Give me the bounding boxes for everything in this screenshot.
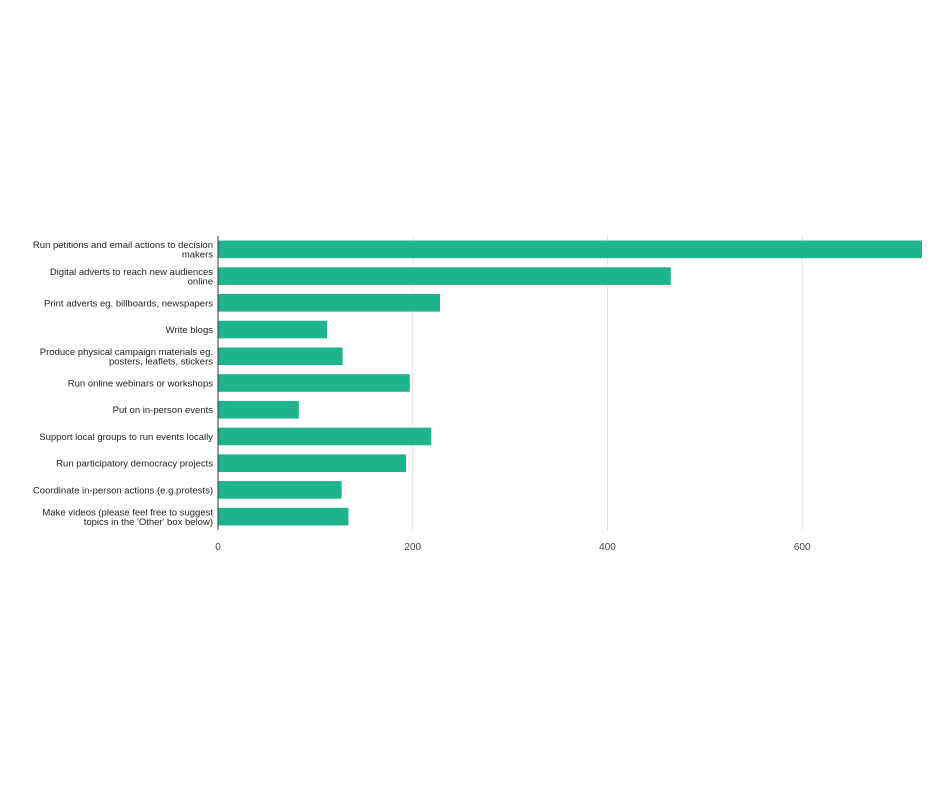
bars bbox=[218, 240, 922, 526]
category-labels: Run petitions and email actions to decis… bbox=[33, 240, 213, 528]
category-label: Run participatory democracy projects bbox=[56, 459, 213, 470]
category-label: Make videos (please feel free to suggest… bbox=[42, 507, 213, 528]
category-label: Print adverts eg. billboards, newspapers bbox=[44, 298, 213, 309]
category-label: Produce physical campaign materials eg. p… bbox=[40, 347, 213, 368]
category-label: Run online webinars or workshops bbox=[68, 379, 213, 390]
bar bbox=[218, 427, 432, 446]
category-label: Support local groups to run events local… bbox=[39, 432, 213, 443]
bar bbox=[218, 481, 342, 499]
bar bbox=[218, 320, 328, 339]
bar bbox=[218, 293, 441, 312]
bar bbox=[218, 347, 343, 366]
gridlines bbox=[412, 236, 803, 530]
category-label: Put on in-person events bbox=[113, 405, 214, 416]
x-tick-label: 400 bbox=[599, 542, 616, 553]
tick-labels: 0 200 400 600 bbox=[215, 542, 811, 553]
bar bbox=[218, 267, 671, 285]
x-tick-label: 0 bbox=[215, 542, 221, 553]
bar bbox=[218, 374, 410, 392]
bar bbox=[218, 454, 406, 473]
x-tick-label: 200 bbox=[404, 542, 421, 553]
bar bbox=[218, 400, 299, 419]
category-label: Digital adverts to reach new audiences on… bbox=[50, 267, 213, 288]
category-label: Run petitions and email actions to decis… bbox=[33, 240, 213, 261]
category-label: Coordinate in-person actions (e.g.protes… bbox=[33, 485, 213, 496]
x-tick-label: 600 bbox=[794, 542, 811, 553]
bar bbox=[218, 240, 922, 259]
bar bbox=[218, 507, 349, 526]
category-label: Write blogs bbox=[166, 325, 214, 336]
